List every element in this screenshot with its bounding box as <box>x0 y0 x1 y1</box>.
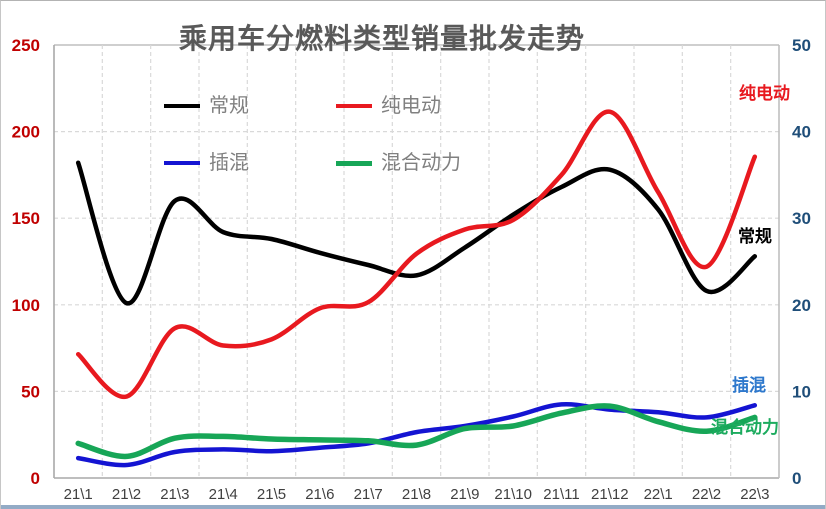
left-axis-tick-label: 150 <box>12 209 40 228</box>
x-axis-category-label: 21\9 <box>450 486 479 503</box>
x-axis-category-label: 22\3 <box>740 486 769 503</box>
x-axis-category-label: 21\3 <box>160 486 189 503</box>
series-line-conventional <box>75 160 758 306</box>
legend-swatch-hev <box>336 160 372 166</box>
legend-item-hev: 混合动力 <box>336 150 461 176</box>
left-axis-tick-label: 250 <box>12 36 40 55</box>
legend-label-conventional: 常规 <box>209 95 249 117</box>
series-line-phev <box>75 401 758 468</box>
right-axis-tick-label: 30 <box>792 209 811 228</box>
right-axis-tick-label: 40 <box>792 123 811 142</box>
x-axis-category-label: 21\4 <box>209 486 238 503</box>
legend-label-hev: 混合动力 <box>381 152 461 174</box>
right-axis-tick-label: 50 <box>792 36 811 55</box>
legend-item-bev: 纯电动 <box>336 93 441 119</box>
x-axis-category-label: 21\11 <box>543 486 579 503</box>
legend-item-phev: 插混 <box>164 150 249 176</box>
x-axis-category-label: 21\10 <box>494 486 532 503</box>
legend-swatch-conventional <box>164 104 200 108</box>
x-axis-category-label: 21\12 <box>591 486 629 503</box>
right-axis-tick-label: 0 <box>792 469 801 488</box>
series-end-label-hev: 混合动力 <box>711 418 779 437</box>
series-end-label-bev: 纯电动 <box>739 84 790 103</box>
left-axis-tick-label: 200 <box>12 123 40 142</box>
x-axis-category-label: 21\2 <box>112 486 141 503</box>
series-end-label-phev: 插混 <box>732 376 766 395</box>
left-axis-tick-label: 50 <box>21 382 40 401</box>
legend-item-conventional: 常规 <box>164 93 249 119</box>
x-axis-category-label: 22\2 <box>692 486 721 503</box>
legend-label-phev: 插混 <box>209 152 249 174</box>
legend-swatch-phev <box>164 161 200 165</box>
series-line-hev <box>75 403 758 460</box>
right-axis-tick-label: 10 <box>792 382 811 401</box>
left-axis-tick-label: 100 <box>12 296 40 315</box>
x-axis-category-label: 21\5 <box>257 486 286 503</box>
left-axis-tick-label: 0 <box>31 469 40 488</box>
right-axis-tick-label: 20 <box>792 296 811 315</box>
x-axis-category-label: 21\1 <box>64 486 93 503</box>
series-end-label-conventional: 常规 <box>738 227 772 246</box>
series-line-bev <box>75 109 758 399</box>
x-axis-category-label: 21\6 <box>305 486 334 503</box>
legend-label-bev: 纯电动 <box>381 95 441 117</box>
legend-swatch-bev <box>336 104 372 108</box>
chart-title: 乘用车分燃料类型销量批发走势 <box>178 23 585 54</box>
x-axis-category-label: 22\1 <box>644 486 673 503</box>
x-axis-category-label: 21\7 <box>354 486 383 503</box>
x-axis-category-label: 21\8 <box>402 486 431 503</box>
bottom-edge-divider <box>1 505 825 509</box>
